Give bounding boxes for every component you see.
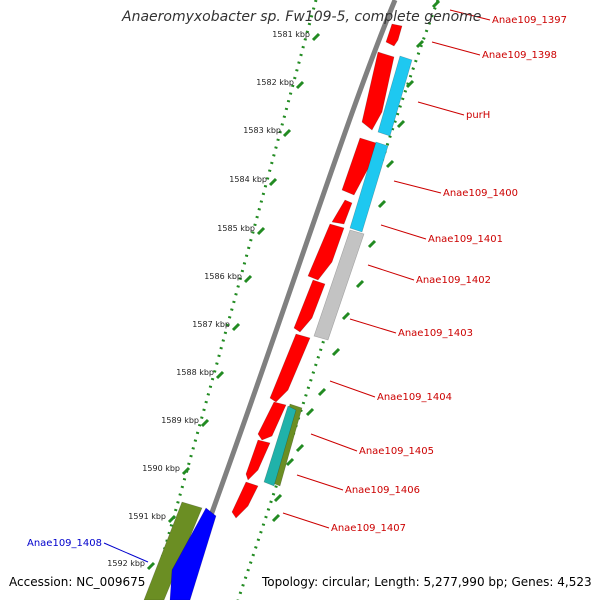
tick-mark [215, 370, 225, 380]
tick-mark [282, 128, 292, 138]
tick-label: 1590 kbp [142, 464, 180, 473]
tick-label: 1589 kbp [161, 416, 199, 425]
tick-label: 1582 kbp [256, 78, 294, 87]
tick-label: 1588 kbp [176, 368, 214, 377]
tick-mark [231, 322, 241, 332]
cds-arrow [307, 223, 345, 281]
gene-labels: Anae109_1397 Anae109_1398 purH Anae109_1400… [27, 9, 567, 563]
gene-label-leader [103, 542, 149, 563]
cds-arrow [245, 439, 271, 481]
tick-mark [295, 80, 305, 90]
minor-tick [271, 513, 281, 523]
cds-arrow [361, 51, 395, 131]
tick-label: 1591 kbp [128, 512, 166, 521]
gene-label[interactable]: Anae109_1398 [482, 50, 557, 61]
cds-arrow-reverse [169, 507, 217, 600]
tick-mark [167, 514, 177, 524]
cds-arrow [331, 199, 353, 225]
tick-label: 1587 kbp [192, 320, 230, 329]
cds-arrow [293, 279, 326, 333]
gene-label-leader [296, 474, 344, 491]
gene-label-leader [431, 41, 481, 56]
cds-arrow [341, 137, 377, 196]
cog-block [377, 55, 413, 137]
gene-label-leader [417, 101, 465, 116]
gene-label-leader [329, 380, 376, 398]
minor-tick [367, 239, 377, 249]
minor-tick [285, 457, 295, 467]
cog-block [263, 405, 297, 487]
gene-label-leader [282, 512, 330, 529]
gene-label-leader [310, 433, 358, 452]
tick-label: 1585 kbp [217, 224, 255, 233]
minor-tick [341, 311, 351, 321]
cds-arrow [269, 333, 311, 403]
gene-label[interactable]: Anae109_1404 [377, 392, 452, 403]
tick-mark [256, 226, 266, 236]
tick-mark [243, 274, 253, 284]
minor-tick [415, 39, 425, 49]
tick-marks: 1581 kbp 1582 kbp 1583 kbp 1584 kbp 1585 kbp… [107, 0, 441, 571]
gene-label[interactable]: Anae109_1407 [331, 523, 406, 534]
gene-label[interactable]: purH [466, 110, 490, 121]
tick-mark [146, 561, 156, 571]
tick-label: 1586 kbp [204, 272, 242, 281]
accession-text: Accession: NC_009675 [9, 575, 146, 589]
inner-tick-ring [148, 0, 318, 600]
tick-mark [181, 466, 191, 476]
gene-label[interactable]: Anae109_1408 [27, 538, 102, 549]
tick-label: 1583 kbp [243, 126, 281, 135]
minor-tick [295, 443, 305, 453]
feature-tracks [143, 23, 413, 600]
gene-label-leader [367, 264, 415, 281]
gene-label-leader [393, 180, 442, 194]
minor-tick [317, 387, 327, 397]
cog-block [143, 501, 203, 600]
tick-label: 1592 kbp [107, 559, 145, 568]
cog-block [349, 141, 389, 233]
minor-tick [431, 0, 441, 9]
minor-tick [331, 347, 341, 357]
cds-arrow [257, 401, 287, 441]
gene-label[interactable]: Anae109_1397 [492, 15, 567, 26]
minor-tick [405, 79, 415, 89]
genome-summary-text: Topology: circular; Length: 5,277,990 bp… [262, 575, 592, 589]
map-title: Anaeromyxobacter sp. Fw109-5, complete g… [122, 9, 482, 25]
minor-tick [355, 279, 365, 289]
minor-tick [273, 493, 283, 503]
tick-label: 1584 kbp [229, 175, 267, 184]
minor-tick [385, 159, 395, 169]
gene-label[interactable]: Anae109_1401 [428, 234, 503, 245]
gene-label[interactable]: Anae109_1403 [398, 328, 473, 339]
gene-label[interactable]: Anae109_1400 [443, 188, 518, 199]
tick-label: 1581 kbp [272, 30, 310, 39]
minor-tick [396, 119, 406, 129]
tick-mark [311, 32, 321, 42]
cds-arrow [385, 23, 403, 47]
minor-tick [305, 407, 315, 417]
cds-arrow [231, 481, 259, 519]
tick-mark [268, 177, 278, 187]
minor-tick [377, 199, 387, 209]
gene-label-leader [380, 224, 427, 240]
gene-label-leader [449, 9, 491, 21]
tick-mark [200, 418, 210, 428]
gene-label[interactable]: Anae109_1405 [359, 446, 434, 457]
gene-label[interactable]: Anae109_1406 [345, 485, 420, 496]
gene-label-leader [349, 318, 397, 334]
gene-label[interactable]: Anae109_1402 [416, 275, 491, 286]
genome-backbone [177, 0, 398, 600]
cog-block [313, 229, 365, 341]
